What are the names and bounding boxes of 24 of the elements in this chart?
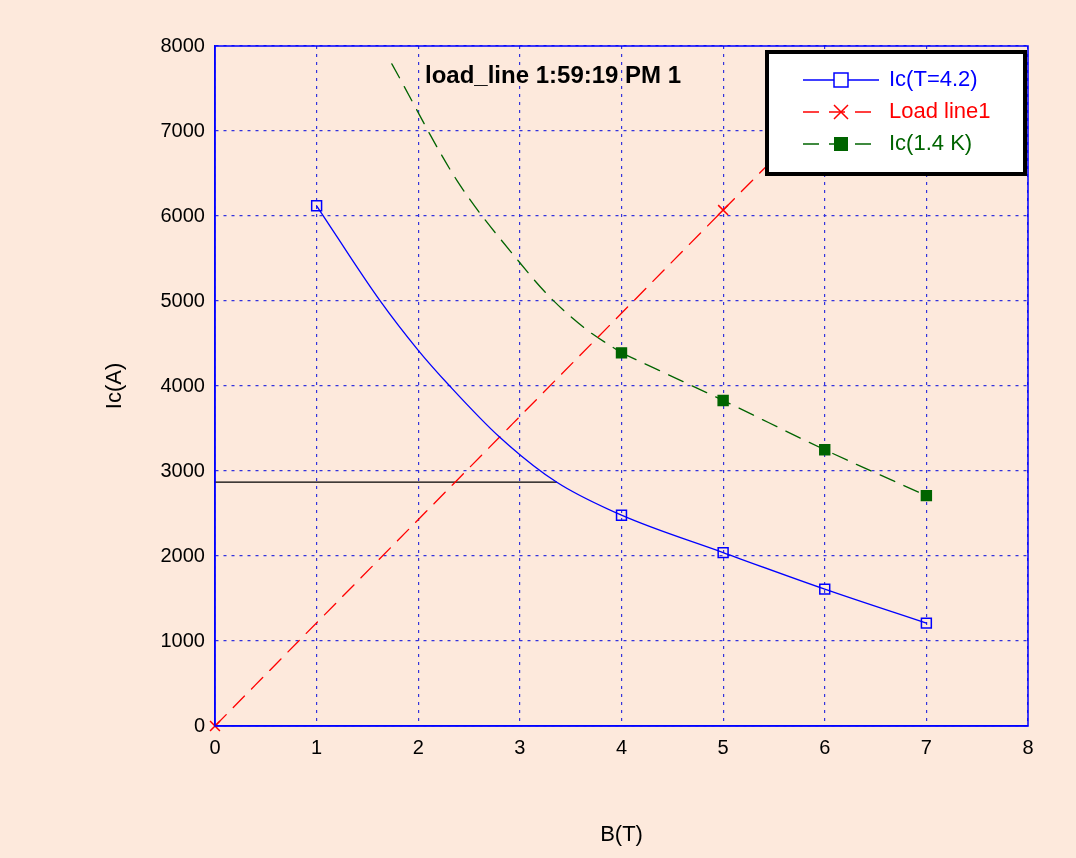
y-tick-label: 4000 [160,373,205,396]
y-tick-label: 5000 [160,288,205,311]
legend-label: Load line1 [889,98,991,124]
x-tick-label: 2 [412,735,424,758]
y-tick-label: 6000 [160,203,205,226]
x-axis-title: B(T) [600,820,643,846]
x-tick-label: 5 [717,735,729,758]
x-tick-label: 6 [819,735,831,758]
y-tick-label: 2000 [160,543,205,566]
y-tick-label: 1000 [160,628,205,651]
text: load_line 1:59:19 PM 1 [425,60,682,88]
y-tick-label: 7000 [160,118,205,141]
x-tick-label: 0 [209,735,221,758]
x-tick-label: 3 [514,735,526,758]
x-tick-label: 8 [1022,735,1034,758]
legend-label: Ic(T=4.2) [889,66,978,92]
x-tick-label: 7 [920,735,932,758]
y-tick-label: 0 [193,713,205,736]
y-tick-label: 8000 [160,33,205,56]
x-tick-label: 1 [311,735,323,758]
x-tick-label: 4 [615,735,628,758]
y-axis-title: Ic(A) [101,362,127,410]
y-tick-label: 3000 [160,458,205,481]
legend-label: Ic(1.4 K) [889,130,973,156]
